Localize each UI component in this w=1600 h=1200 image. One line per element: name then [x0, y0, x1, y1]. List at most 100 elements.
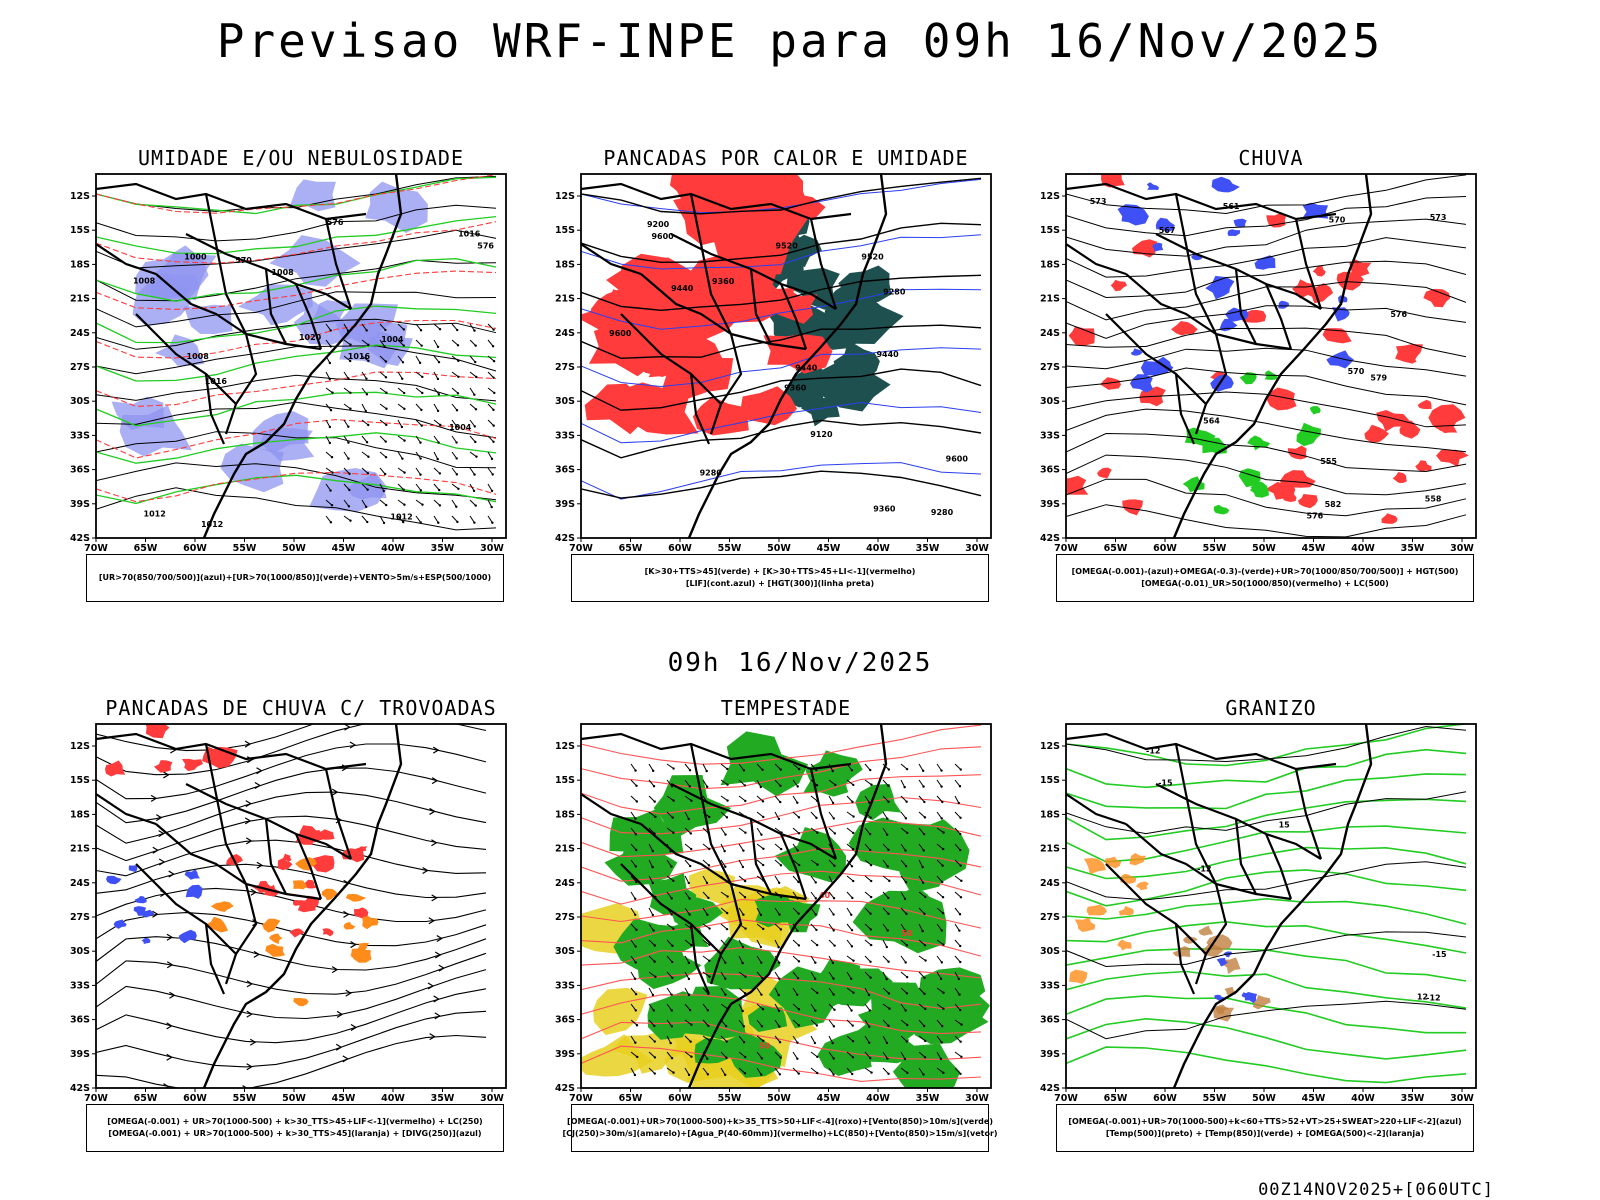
wind-vector: [900, 859, 907, 867]
contour-label: 573: [1430, 213, 1447, 222]
wind-vector: [720, 1003, 728, 1010]
panel-legend: [OMEGA(-0.001)+UR>70(1000-500)+k<60+TTS>…: [1056, 1104, 1474, 1152]
shaded-area: [1402, 351, 1417, 364]
wind-vector: [684, 827, 692, 834]
shaded-area: [1428, 404, 1466, 431]
vector-head: [813, 977, 817, 981]
panel-granizo: GRANIZO 12 -12 -15 -12 -15 15 -12 12S 15S 18S 21S 2…: [1036, 696, 1506, 1176]
wind-vector: [361, 483, 368, 491]
wind-vector: [882, 795, 889, 803]
state-border: [1066, 182, 1337, 221]
vector-head: [888, 1007, 891, 1010]
wind-vector: [864, 907, 871, 915]
wind-vector: [738, 875, 746, 882]
wind-vector: [954, 843, 961, 851]
shaded-area: [111, 396, 164, 431]
wind-vector: [846, 1067, 853, 1075]
wind-vector: [720, 843, 726, 852]
wind-vector: [918, 811, 926, 818]
contour-label: 9360: [712, 277, 735, 286]
contour-label: 9520: [861, 253, 884, 262]
wind-vector: [648, 987, 654, 996]
wind-vector: [954, 795, 960, 804]
vector-head: [887, 960, 890, 963]
vector-head: [941, 880, 944, 884]
model-run-stamp: 00Z14NOV2025+[060UTC]: [1258, 1180, 1494, 1200]
wind-vector: [882, 875, 890, 882]
shaded-area: [1250, 481, 1266, 493]
vector-head: [493, 391, 496, 395]
vector-head: [939, 977, 943, 981]
lat-label: 12S: [1040, 191, 1060, 202]
lon-label: 30W: [480, 543, 504, 554]
flow-arrow: [168, 870, 175, 878]
shaded-area: [345, 894, 367, 902]
shaded-area: [1247, 435, 1271, 451]
plot-frame: [1065, 173, 1477, 539]
lat-label: 24S: [555, 878, 575, 889]
wind-vector: [774, 1003, 780, 1012]
wind-vector: [684, 1019, 692, 1026]
wind-vector: [900, 811, 907, 819]
wind-vector: [720, 779, 728, 786]
contour-line: [1066, 305, 1467, 339]
vector-head: [744, 975, 747, 978]
wind-vector: [433, 387, 440, 395]
vector-head: [328, 377, 331, 381]
wind-vector: [684, 907, 691, 915]
wind-vector: [361, 371, 367, 379]
flow-arrow: [335, 1043, 343, 1051]
wind-vector: [720, 907, 728, 914]
wind-vector: [864, 827, 871, 835]
shaded-area: [1110, 279, 1127, 292]
contour-line: [1066, 281, 1467, 321]
vector-head: [958, 993, 961, 996]
flow-arrow: [342, 1055, 349, 1063]
wind-vector: [828, 1019, 835, 1027]
streamline: [96, 791, 487, 844]
shaded-area: [113, 919, 127, 929]
wind-vector: [630, 1019, 638, 1026]
wind-vector: [648, 955, 656, 962]
shaded-area: [341, 848, 365, 863]
state-border: [581, 182, 852, 221]
wind-vector: [720, 955, 726, 963]
vector-head: [941, 847, 945, 851]
wind-vector: [882, 939, 888, 948]
lon-label: 50W: [1252, 1093, 1276, 1104]
wind-vector: [846, 891, 853, 899]
contour-line: [581, 419, 982, 459]
vector-head: [742, 913, 745, 916]
vector-head: [402, 488, 405, 491]
lat-label: 15S: [70, 775, 90, 786]
vector-head: [706, 1073, 710, 1076]
flow-arrow: [427, 982, 435, 990]
shaded-area: [142, 909, 155, 918]
vector-head: [796, 785, 799, 788]
vector-head: [941, 896, 945, 899]
wind-vector: [684, 1035, 691, 1043]
vector-head: [419, 473, 422, 476]
wind-vector: [846, 1051, 854, 1058]
vector-head: [869, 848, 872, 852]
flow-arrow: [431, 777, 439, 785]
wind-vector: [343, 435, 349, 443]
vector-head: [741, 1009, 744, 1013]
shaded-area: [833, 340, 880, 381]
vector-head: [456, 520, 459, 524]
wind-vector: [487, 419, 495, 426]
vector-head: [834, 783, 837, 787]
vector-head: [384, 440, 387, 443]
vector-head: [885, 1041, 889, 1045]
wind-vector: [630, 939, 637, 947]
vector-head: [886, 817, 889, 820]
contour-label: 564: [1203, 417, 1220, 426]
contour-line: [96, 305, 497, 344]
shaded-area: [698, 252, 789, 323]
vector-head: [816, 863, 819, 866]
vector-head: [741, 945, 745, 949]
vector-head: [958, 785, 962, 788]
panel-legend: [OMEGA(-0.001)+UR>70(1000-500)+k>35_TTS>…: [562, 1104, 998, 1152]
vector-head: [851, 1040, 855, 1043]
wind-vector: [882, 971, 888, 980]
